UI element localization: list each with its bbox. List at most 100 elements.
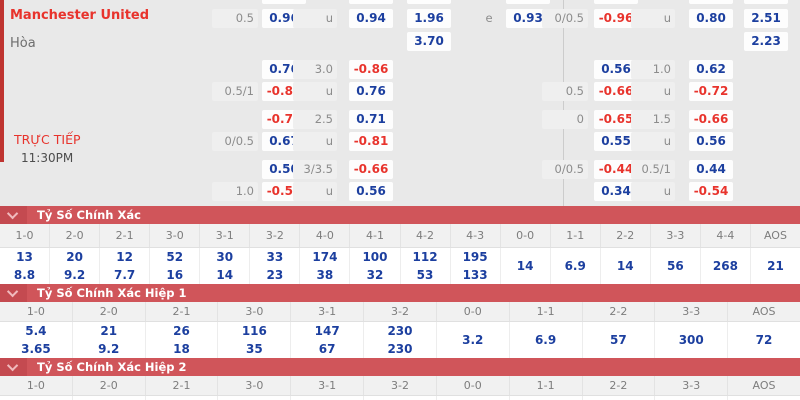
- score-odds-value[interactable]: 133: [462, 268, 488, 282]
- score-odds-value[interactable]: 174: [312, 250, 338, 264]
- score-odds-value[interactable]: 268: [712, 259, 738, 273]
- odds-value-button[interactable]: 0.80: [689, 9, 733, 28]
- score-odds-value[interactable]: 7.7: [114, 268, 136, 282]
- odds-value-button[interactable]: -0.65: [594, 110, 638, 129]
- odds-value-button[interactable]: 0.56: [349, 182, 393, 201]
- score-odds-value[interactable]: 21: [767, 259, 784, 273]
- odds-value-button[interactable]: 0.56: [594, 60, 638, 79]
- odds-value-button[interactable]: -0.96: [594, 9, 638, 28]
- odds-value-button[interactable]: -0.66: [349, 160, 393, 179]
- score-odds-value[interactable]: 9.2: [63, 268, 86, 282]
- odds-value-button[interactable]: -0.66: [594, 82, 638, 101]
- odds-value-button[interactable]: 1.96: [407, 9, 451, 28]
- score-odds-column: 230 230: [363, 322, 436, 358]
- score-odds-value[interactable]: 230: [387, 342, 413, 356]
- score-odds-column: 6.9: [549, 248, 600, 284]
- odds-value-button[interactable]: 2.51: [744, 9, 788, 28]
- score-odds-value[interactable]: 57: [610, 333, 627, 347]
- score-odds-column: [654, 396, 727, 400]
- odds-line-label: u: [631, 132, 675, 151]
- partial-odds-box: [349, 0, 393, 4]
- score-odds-row: 13 8.8 20 9.2 12 7.7 52 16 30 14 33 23 174 38 100 32 112…: [0, 248, 800, 284]
- score-odds-value[interactable]: 3.2: [462, 333, 484, 347]
- partial-odds-box: [594, 0, 638, 4]
- score-odds-value[interactable]: 14: [516, 259, 534, 273]
- odds-value-button[interactable]: -0.66: [689, 110, 733, 129]
- score-odds-value[interactable]: 23: [266, 268, 284, 282]
- odds-value-button[interactable]: 0.76: [349, 82, 393, 101]
- odds-value-button[interactable]: -0.86: [349, 60, 393, 79]
- score-odds-value[interactable]: 53: [416, 268, 434, 282]
- score-label: 2-2: [581, 302, 655, 321]
- match-odds-section: Manchester United Hòa TRỰC TIẾP 11:30PM …: [0, 0, 800, 206]
- odds-value-button[interactable]: 0.34: [594, 182, 638, 201]
- odds-value-button[interactable]: -0.72: [689, 82, 733, 101]
- score-odds-value[interactable]: 67: [318, 342, 336, 356]
- score-odds-value[interactable]: 52: [166, 250, 184, 264]
- odds-value-button[interactable]: 0.93: [506, 9, 550, 28]
- chevron-down-icon[interactable]: [0, 358, 27, 376]
- score-label: 3-0: [149, 224, 199, 247]
- score-odds-column: 30 14: [199, 248, 249, 284]
- odds-value-button[interactable]: -0.54: [689, 182, 733, 201]
- score-odds-value[interactable]: 195: [462, 250, 488, 264]
- odds-value-button[interactable]: 0.71: [349, 110, 393, 129]
- score-section: Tỷ Số Chính Xác Hiệp 1 1-0 2-0 2-1 3-0 3-1 3-2…: [0, 284, 800, 358]
- score-odds-value[interactable]: 26: [173, 324, 190, 338]
- score-odds-value[interactable]: 230: [387, 324, 413, 338]
- score-odds-value[interactable]: 14: [616, 259, 634, 273]
- score-odds-value[interactable]: 112: [412, 250, 438, 264]
- section-banner[interactable]: Tỷ Số Chính Xác: [0, 206, 800, 224]
- odds-value-button[interactable]: 0.44: [689, 160, 733, 179]
- score-odds-value[interactable]: 30: [216, 250, 234, 264]
- score-odds-value[interactable]: 12: [116, 250, 133, 264]
- score-label: 2-2: [581, 376, 655, 395]
- partial-odds-box: [262, 0, 306, 4]
- partial-odds-box: [407, 0, 451, 4]
- score-odds-column: 33 23: [249, 248, 299, 284]
- odds-value-button[interactable]: 0.94: [349, 9, 393, 28]
- score-odds-value[interactable]: 35: [245, 342, 263, 356]
- chevron-down-icon[interactable]: [0, 206, 27, 224]
- section-banner[interactable]: Tỷ Số Chính Xác Hiệp 1: [0, 284, 800, 302]
- odds-value-button[interactable]: 0.62: [689, 60, 733, 79]
- score-odds-value[interactable]: 38: [316, 268, 334, 282]
- score-odds-value[interactable]: 16: [166, 268, 184, 282]
- odds-line-label: 0: [542, 110, 588, 129]
- odds-value-button[interactable]: 3.70: [407, 32, 451, 51]
- score-label: 4-4: [699, 224, 750, 247]
- score-odds-value[interactable]: 13: [16, 250, 33, 264]
- odds-value-button[interactable]: 0.56: [689, 132, 733, 151]
- score-odds-value[interactable]: 3.65: [21, 342, 51, 356]
- score-odds-value[interactable]: 72: [755, 333, 773, 347]
- score-odds-value[interactable]: 300: [678, 333, 704, 347]
- score-odds-value[interactable]: 33: [266, 250, 284, 264]
- score-odds-value[interactable]: 6.9: [564, 259, 586, 273]
- score-odds-value[interactable]: 21: [100, 324, 118, 338]
- score-odds-value[interactable]: 32: [366, 268, 384, 282]
- score-odds-value[interactable]: 56: [666, 259, 684, 273]
- odds-line-label: 0/0.5: [212, 132, 258, 151]
- score-odds-value[interactable]: 100: [362, 250, 388, 264]
- section-banner[interactable]: Tỷ Số Chính Xác Hiệp 2: [0, 358, 800, 376]
- score-odds-column: 195 133: [449, 248, 500, 284]
- score-odds-value[interactable]: 5.4: [25, 324, 47, 338]
- score-odds-value[interactable]: 116: [241, 324, 267, 338]
- odds-line-label: 2.5: [293, 110, 337, 129]
- odds-value-button[interactable]: 0.55: [594, 132, 638, 151]
- score-odds-column: 174 38: [299, 248, 349, 284]
- score-odds-value[interactable]: 9.2: [98, 342, 120, 356]
- chevron-down-icon[interactable]: [0, 284, 27, 302]
- score-odds-value[interactable]: 8.8: [13, 268, 36, 282]
- score-odds-column: 52 16: [149, 248, 199, 284]
- score-odds-value[interactable]: 20: [66, 250, 83, 264]
- odds-value-button[interactable]: 2.23: [744, 32, 788, 51]
- score-odds-value[interactable]: 6.9: [534, 333, 557, 347]
- odds-value-button[interactable]: -0.81: [349, 132, 393, 151]
- score-odds-value[interactable]: 18: [173, 342, 190, 356]
- odds-value-button[interactable]: -0.44: [594, 160, 638, 179]
- score-odds-value[interactable]: 147: [314, 324, 340, 338]
- score-odds-column: [290, 396, 363, 400]
- score-odds-value[interactable]: 14: [216, 268, 234, 282]
